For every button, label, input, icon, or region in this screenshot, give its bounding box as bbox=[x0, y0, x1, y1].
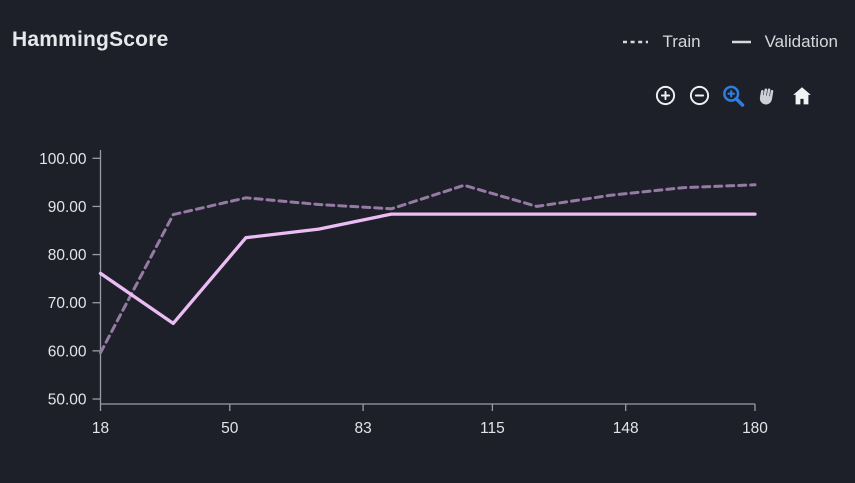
chart-title: HammingScore bbox=[12, 28, 169, 51]
x-tick-label: 50 bbox=[221, 420, 239, 437]
x-tick-label: 18 bbox=[92, 420, 109, 437]
axis-lines bbox=[99, 150, 755, 405]
legend-item-train[interactable]: Train bbox=[622, 32, 701, 52]
train-series-line bbox=[99, 183, 757, 355]
solid-line-marker-icon bbox=[731, 40, 751, 44]
x-tick-label: 115 bbox=[480, 420, 505, 437]
y-tick-label: 80.00 bbox=[48, 247, 87, 264]
pan-button[interactable] bbox=[755, 83, 780, 108]
chart-legend: Train Validation bbox=[622, 32, 838, 52]
x-tick-label: 148 bbox=[613, 420, 639, 437]
legend-item-validation[interactable]: Validation bbox=[731, 32, 838, 52]
y-tick-label: 100.00 bbox=[39, 151, 87, 168]
zoom-to-selection-button[interactable] bbox=[721, 83, 746, 108]
x-tick-label: 180 bbox=[742, 420, 768, 437]
zoom-in-icon bbox=[655, 85, 676, 106]
chart-toolbar bbox=[653, 83, 814, 108]
y-tick-label: 50.00 bbox=[48, 392, 87, 409]
legend-label-validation: Validation bbox=[764, 32, 838, 51]
y-tick-label: 70.00 bbox=[48, 295, 87, 312]
hand-icon bbox=[759, 88, 774, 105]
y-tick-label: 90.00 bbox=[48, 199, 87, 216]
x-tick-label: 83 bbox=[354, 420, 371, 437]
validation-series-line bbox=[98, 212, 757, 326]
reset-view-button[interactable] bbox=[789, 83, 814, 108]
zoom-out-button[interactable] bbox=[687, 83, 712, 108]
y-tick-label: 60.00 bbox=[48, 343, 87, 360]
zoom-out-icon bbox=[689, 85, 710, 106]
zoom-in-button[interactable] bbox=[653, 83, 678, 108]
home-icon bbox=[792, 86, 811, 104]
magnifier-plus-icon bbox=[723, 85, 745, 107]
legend-label-train: Train bbox=[662, 32, 701, 51]
